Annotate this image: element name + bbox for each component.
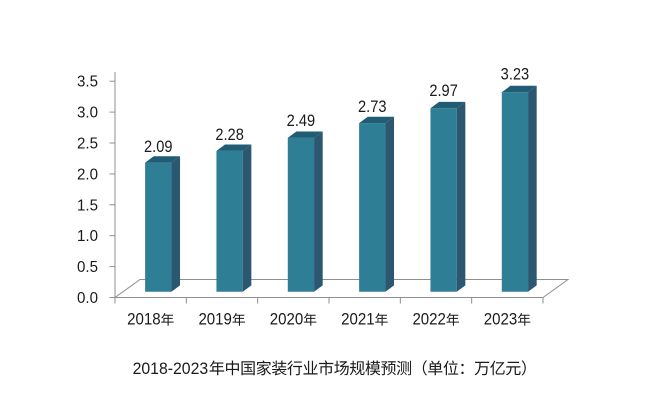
svg-text:0.0: 0.0 [77, 290, 98, 307]
svg-text:3.23: 3.23 [501, 64, 530, 83]
svg-text:3.5: 3.5 [77, 74, 98, 91]
svg-text:2021: 2021 [341, 310, 375, 329]
svg-text:2022: 2022 [412, 310, 446, 329]
svg-text:2018: 2018 [127, 310, 160, 329]
svg-text:2020: 2020 [270, 310, 304, 329]
svg-text:2.5: 2.5 [77, 136, 98, 153]
svg-text:3.0: 3.0 [77, 105, 98, 122]
svg-text:2.28: 2.28 [215, 125, 244, 144]
svg-text:2018-2023: 2018-2023 [133, 359, 209, 378]
svg-text:2019: 2019 [198, 310, 232, 329]
svg-text:1.0: 1.0 [77, 228, 98, 245]
svg-text:2.0: 2.0 [77, 166, 98, 183]
svg-text:0.5: 0.5 [77, 259, 98, 276]
svg-text:2.97: 2.97 [429, 81, 458, 100]
svg-text:2.49: 2.49 [287, 111, 316, 130]
svg-text:2.09: 2.09 [144, 137, 173, 156]
svg-text:1.5: 1.5 [77, 197, 98, 214]
svg-text:2.73: 2.73 [358, 97, 387, 116]
svg-text:2023: 2023 [484, 310, 518, 329]
